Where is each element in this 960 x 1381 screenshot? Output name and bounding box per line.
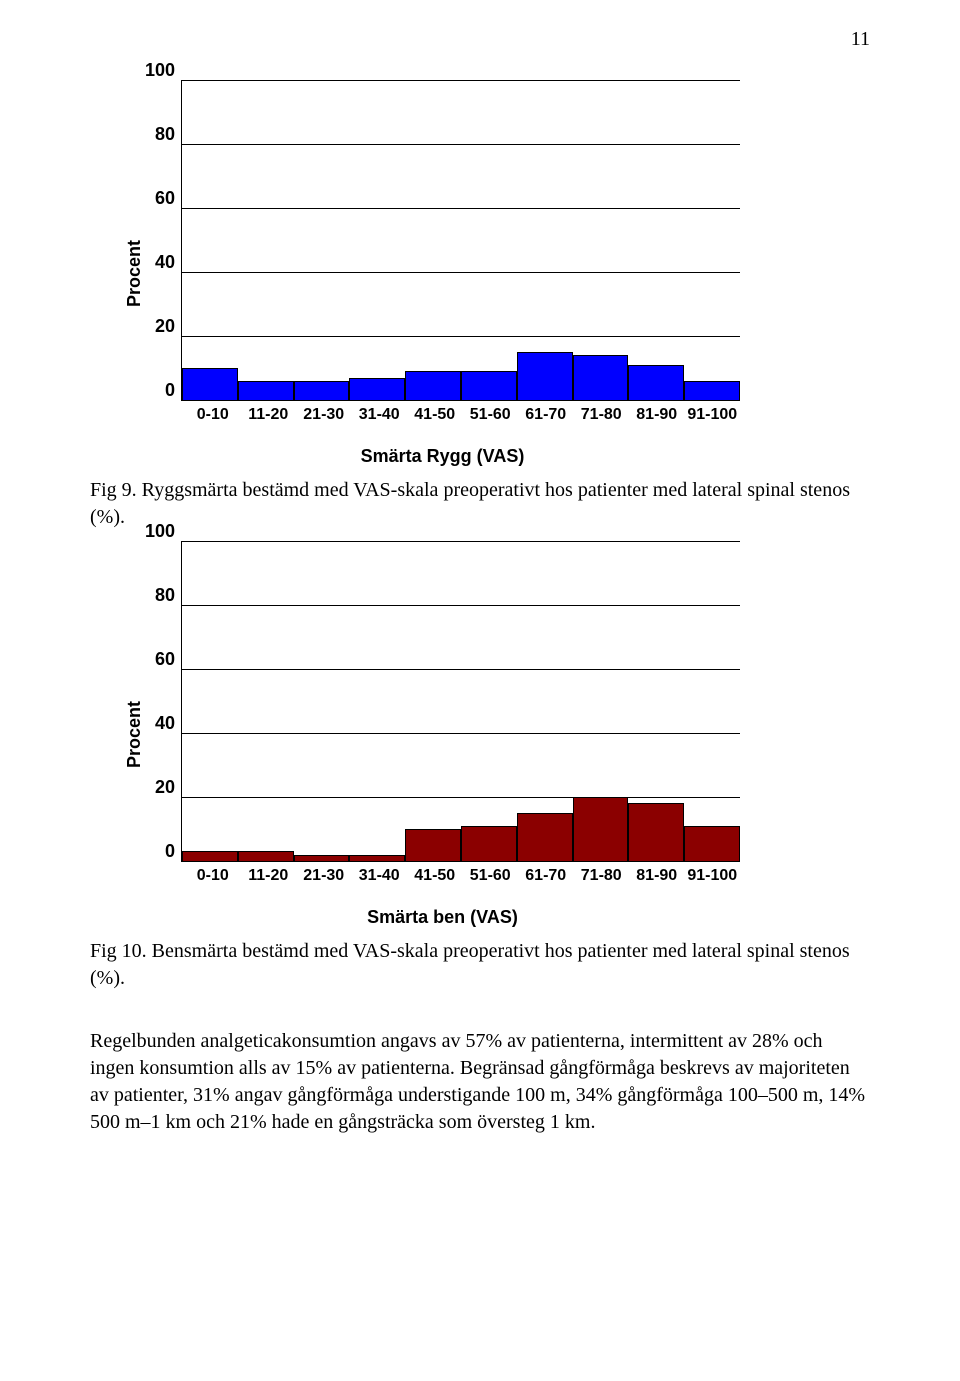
bar	[182, 368, 238, 400]
plot-wrap: 100806040200 0-1011-2021-3031-4041-5051-…	[145, 80, 740, 467]
x-ticks: 0-1011-2021-3031-4041-5051-6061-7071-808…	[185, 861, 740, 885]
x-tick: 41-50	[407, 861, 463, 885]
gridline	[182, 541, 740, 542]
page-number: 11	[851, 28, 870, 51]
x-tick: 0-10	[185, 400, 241, 424]
figure-caption: Fig 9. Ryggsmärta bestämd med VAS-skala …	[90, 477, 870, 531]
x-tick: 91-100	[685, 861, 741, 885]
gridline	[182, 797, 740, 798]
bar	[517, 352, 573, 400]
x-tick: 91-100	[685, 400, 741, 424]
chart-ben: Procent 100806040200 0-1011-2021-3031-40…	[120, 541, 740, 928]
bar	[461, 371, 517, 400]
body-paragraph: Regelbunden analgeticakonsumtion angavs …	[90, 1028, 870, 1136]
bar	[405, 371, 461, 400]
gridline	[182, 144, 740, 145]
bar	[461, 826, 517, 861]
bar	[573, 355, 629, 400]
x-tick: 61-70	[518, 400, 574, 424]
gridline	[182, 669, 740, 670]
x-tick: 21-30	[296, 861, 352, 885]
bars	[182, 541, 740, 861]
bar	[294, 855, 350, 861]
x-tick: 11-20	[241, 861, 297, 885]
y-axis-title: Procent	[120, 240, 145, 307]
bar	[684, 826, 740, 861]
bar-slot	[684, 541, 740, 861]
bar-slot	[349, 80, 405, 400]
x-tick: 51-60	[463, 400, 519, 424]
x-tick: 51-60	[463, 861, 519, 885]
page: 11 Procent 100806040200 0-1011-2021-3031…	[0, 0, 960, 1381]
spacer	[145, 861, 185, 885]
bars	[182, 80, 740, 400]
bar	[628, 365, 684, 400]
bar-slot	[684, 80, 740, 400]
bar-slot	[294, 80, 350, 400]
bar-slot	[238, 80, 294, 400]
gridline	[182, 605, 740, 606]
gridline	[182, 272, 740, 273]
y-axis-title: Procent	[120, 701, 145, 768]
spacer	[145, 400, 185, 424]
x-tick-row-wrap: 0-1011-2021-3031-4041-5051-6061-7071-808…	[145, 400, 740, 424]
bar-slot	[573, 541, 629, 861]
x-tick: 31-40	[352, 400, 408, 424]
plot-area	[181, 80, 740, 401]
bar	[684, 381, 740, 400]
x-tick: 71-80	[574, 400, 630, 424]
plot-row: 100806040200	[145, 541, 740, 861]
y-ticks: 100806040200	[145, 80, 181, 400]
bar	[238, 381, 294, 400]
bar-slot	[182, 80, 238, 400]
plot-row: 100806040200	[145, 80, 740, 400]
figure-caption: Fig 10. Bensmärta bestämd med VAS-skala …	[90, 938, 870, 992]
bar-slot	[294, 541, 350, 861]
bar	[294, 381, 350, 400]
bar	[182, 851, 238, 861]
bar	[349, 855, 405, 861]
x-tick: 41-50	[407, 400, 463, 424]
bar-slot	[517, 80, 573, 400]
bar	[349, 378, 405, 400]
bar-slot	[405, 80, 461, 400]
chart-rygg: Procent 100806040200 0-1011-2021-3031-40…	[120, 80, 740, 467]
bar-slot	[517, 541, 573, 861]
x-tick: 71-80	[574, 861, 630, 885]
chart-area: Procent 100806040200 0-1011-2021-3031-40…	[120, 541, 740, 928]
x-tick: 81-90	[629, 400, 685, 424]
bar-slot	[349, 541, 405, 861]
x-tick: 61-70	[518, 861, 574, 885]
gridline	[182, 80, 740, 81]
y-ticks: 100806040200	[145, 541, 181, 861]
chart-area: Procent 100806040200 0-1011-2021-3031-40…	[120, 80, 740, 467]
bar-slot	[628, 541, 684, 861]
plot-wrap: 100806040200 0-1011-2021-3031-4041-5051-…	[145, 541, 740, 928]
bar	[405, 829, 461, 861]
bar-slot	[238, 541, 294, 861]
bar	[517, 813, 573, 861]
x-tick: 31-40	[352, 861, 408, 885]
bar	[628, 803, 684, 861]
bar-slot	[405, 541, 461, 861]
x-tick: 21-30	[296, 400, 352, 424]
bar-slot	[628, 80, 684, 400]
bar-slot	[461, 541, 517, 861]
x-tick: 0-10	[185, 861, 241, 885]
gridline	[182, 733, 740, 734]
plot-area	[181, 541, 740, 862]
x-ticks: 0-1011-2021-3031-4041-5051-6061-7071-808…	[185, 400, 740, 424]
x-tick-row-wrap: 0-1011-2021-3031-4041-5051-6061-7071-808…	[145, 861, 740, 885]
bar-slot	[461, 80, 517, 400]
bar-slot	[182, 541, 238, 861]
x-axis-title: Smärta ben (VAS)	[145, 907, 740, 928]
bar-slot	[573, 80, 629, 400]
x-tick: 81-90	[629, 861, 685, 885]
gridline	[182, 208, 740, 209]
bar	[238, 851, 294, 861]
x-axis-title: Smärta Rygg (VAS)	[145, 446, 740, 467]
x-tick: 11-20	[241, 400, 297, 424]
bar	[573, 797, 629, 861]
gridline	[182, 336, 740, 337]
